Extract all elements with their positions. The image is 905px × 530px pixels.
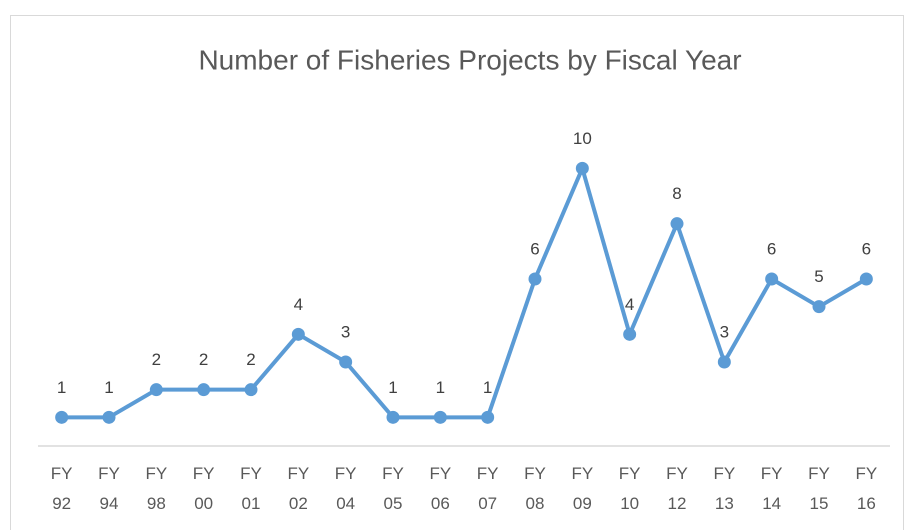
x-tick-label: FY 01 bbox=[240, 464, 262, 513]
data-label: 3 bbox=[720, 322, 729, 341]
x-tick-label: FY 94 bbox=[98, 464, 120, 513]
marker bbox=[717, 355, 731, 369]
marker bbox=[433, 410, 447, 424]
data-label: 3 bbox=[341, 322, 350, 341]
data-label: 1 bbox=[483, 378, 492, 397]
x-tick-label: FY 15 bbox=[808, 464, 830, 513]
data-label: 8 bbox=[672, 184, 681, 203]
data-label: 6 bbox=[530, 239, 539, 258]
marker bbox=[102, 410, 116, 424]
marker bbox=[859, 272, 873, 286]
x-tick-label: FY 05 bbox=[382, 464, 404, 513]
data-label: 2 bbox=[152, 350, 161, 369]
data-label: 4 bbox=[294, 295, 303, 314]
x-tick-label: FY 13 bbox=[713, 464, 736, 513]
marker bbox=[244, 383, 258, 397]
chart-title: Number of Fisheries Projects by Fiscal Y… bbox=[198, 44, 741, 75]
x-tick-label: FY 02 bbox=[287, 464, 310, 513]
marker bbox=[765, 272, 779, 286]
marker bbox=[55, 410, 69, 424]
data-label: 2 bbox=[199, 350, 208, 369]
x-tick-label: FY 09 bbox=[571, 464, 594, 513]
x-tick-label: FY 00 bbox=[192, 464, 215, 513]
marker bbox=[386, 410, 400, 424]
marker bbox=[197, 383, 211, 397]
marker bbox=[623, 327, 637, 341]
x-tick-label: FY 10 bbox=[618, 464, 641, 513]
data-label: 1 bbox=[104, 378, 113, 397]
x-tick-label: FY 06 bbox=[429, 464, 452, 513]
data-label: 1 bbox=[436, 378, 445, 397]
x-tick-label: FY 08 bbox=[524, 464, 546, 513]
data-label: 6 bbox=[862, 239, 871, 258]
x-tick-label: FY 14 bbox=[760, 464, 783, 513]
marker bbox=[670, 217, 684, 231]
data-label: 6 bbox=[767, 239, 776, 258]
chart-border bbox=[10, 15, 904, 530]
marker bbox=[575, 161, 589, 175]
marker bbox=[481, 410, 495, 424]
line bbox=[61, 166, 868, 420]
data-label: 10 bbox=[573, 129, 592, 148]
x-tick-label: FY 98 bbox=[145, 464, 168, 513]
x-tick-label: FY 12 bbox=[666, 464, 688, 513]
data-label: 1 bbox=[388, 378, 397, 397]
marker bbox=[149, 383, 163, 397]
marker bbox=[812, 300, 826, 314]
marker bbox=[528, 272, 542, 286]
x-tick-label: FY 92 bbox=[50, 464, 73, 513]
data-label: 1 bbox=[57, 378, 66, 397]
x-tick-label: FY 04 bbox=[334, 464, 357, 513]
x-tick-label: FY 07 bbox=[476, 464, 499, 513]
marker bbox=[291, 327, 305, 341]
data-label: 4 bbox=[625, 295, 634, 314]
marker bbox=[339, 355, 353, 369]
data-label: 5 bbox=[814, 267, 823, 286]
x-tick-label: FY 16 bbox=[855, 464, 878, 513]
data-label: 2 bbox=[246, 350, 255, 369]
